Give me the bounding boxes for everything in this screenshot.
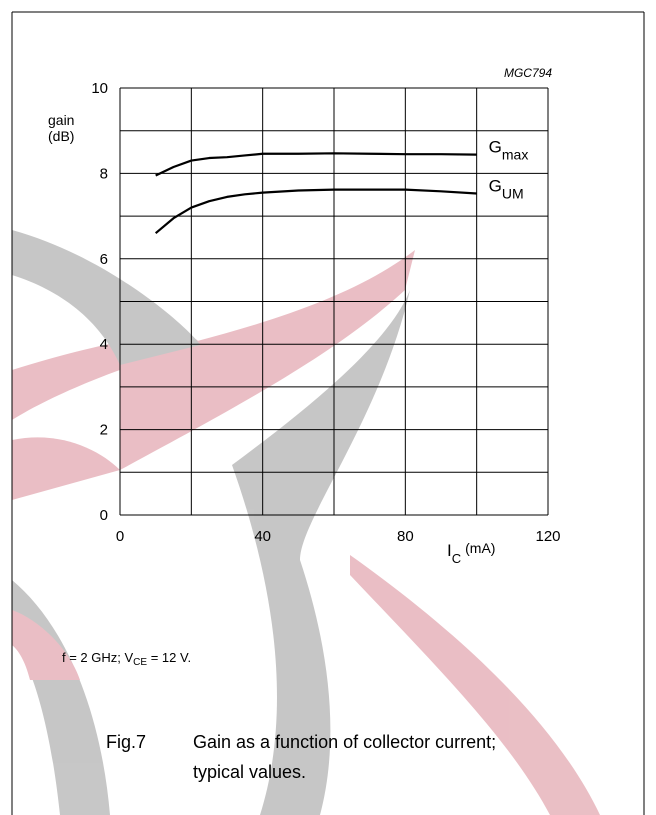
series-label-sub: max bbox=[502, 147, 528, 163]
caption-line: Gain as a function of collector current; bbox=[193, 732, 496, 752]
y-tick-label: 2 bbox=[100, 422, 108, 439]
series-line bbox=[156, 190, 477, 234]
x-tick-label: 40 bbox=[254, 528, 271, 545]
y-axis-label: (dB) bbox=[48, 128, 74, 144]
note-text: = 12 V. bbox=[147, 650, 191, 665]
series-label-main: G bbox=[489, 138, 502, 157]
y-axis-label: gain bbox=[48, 112, 74, 128]
x-tick-label: 80 bbox=[397, 528, 414, 545]
y-tick-label: 10 bbox=[91, 80, 108, 97]
series-line bbox=[156, 153, 477, 175]
x-axis-label-sub: C bbox=[452, 551, 461, 566]
y-tick-label: 0 bbox=[100, 507, 108, 524]
x-tick-label: 120 bbox=[535, 528, 560, 545]
chart: MGC794 gain (dB) IC(mA) f = 2 GHz; VCE =… bbox=[0, 0, 656, 815]
y-tick-label: 6 bbox=[100, 251, 108, 268]
watermark-shape bbox=[350, 555, 600, 815]
watermark-shape bbox=[12, 580, 110, 815]
note-text: f = 2 GHz; V bbox=[62, 650, 133, 665]
series-label-sub: UM bbox=[502, 185, 524, 201]
note-sub: CE bbox=[133, 657, 147, 668]
caption-line: typical values. bbox=[193, 762, 306, 782]
x-axis-label: IC(mA) bbox=[447, 540, 495, 566]
y-tick-label: 4 bbox=[100, 336, 108, 353]
caption-label: Fig.7 bbox=[106, 732, 146, 752]
series-label: GUM bbox=[489, 176, 524, 201]
x-tick-label: 0 bbox=[116, 528, 124, 545]
x-axis-label-unit: (mA) bbox=[465, 540, 495, 556]
figure-code: MGC794 bbox=[504, 66, 552, 80]
page: MGC794 gain (dB) IC(mA) f = 2 GHz; VCE =… bbox=[0, 0, 656, 815]
series-label-main: G bbox=[489, 176, 502, 195]
watermark-shape bbox=[12, 437, 120, 500]
y-tick-label: 8 bbox=[100, 165, 108, 182]
note: f = 2 GHz; VCE = 12 V. bbox=[62, 650, 191, 668]
series-label: Gmax bbox=[489, 138, 529, 163]
